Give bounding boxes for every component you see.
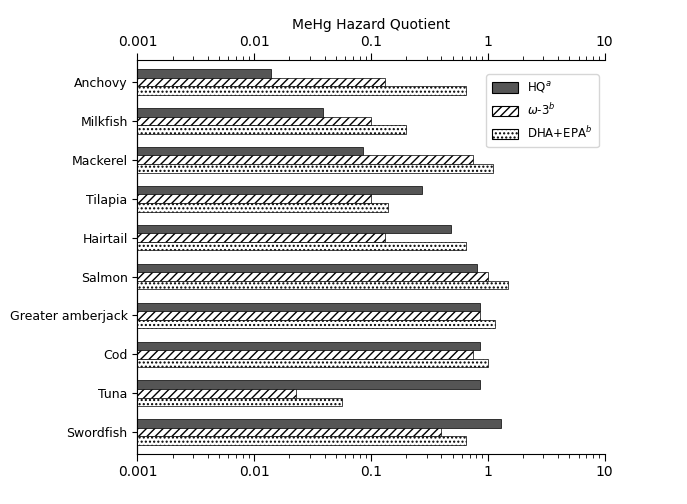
Bar (137, 419, 501, 428)
Bar (137, 155, 473, 164)
Bar (137, 242, 466, 250)
Bar (137, 186, 422, 195)
Bar (137, 233, 385, 242)
Bar (137, 125, 407, 134)
Bar (137, 86, 466, 95)
Bar (137, 164, 493, 172)
X-axis label: MeHg Hazard Quotient: MeHg Hazard Quotient (292, 18, 450, 32)
Bar (137, 264, 477, 272)
Bar (137, 116, 372, 125)
Bar (137, 281, 508, 289)
Bar (137, 108, 323, 116)
Bar (137, 147, 363, 155)
Bar (137, 381, 480, 389)
Bar (137, 272, 488, 281)
Bar (137, 225, 451, 233)
Bar (137, 311, 480, 320)
Bar (137, 436, 466, 445)
Bar (137, 350, 473, 359)
Bar (137, 359, 488, 367)
Bar (137, 69, 271, 78)
Bar (137, 320, 495, 328)
Bar (137, 195, 372, 203)
Bar (137, 389, 296, 398)
Legend: HQ$^a$, $\omega$-3$^b$, DHA+EPA$^b$: HQ$^a$, $\omega$-3$^b$, DHA+EPA$^b$ (486, 74, 598, 147)
Bar (137, 78, 385, 86)
Bar (137, 302, 480, 311)
Bar (137, 203, 388, 212)
Bar (137, 428, 442, 436)
Bar (137, 342, 480, 350)
Bar (137, 398, 341, 406)
